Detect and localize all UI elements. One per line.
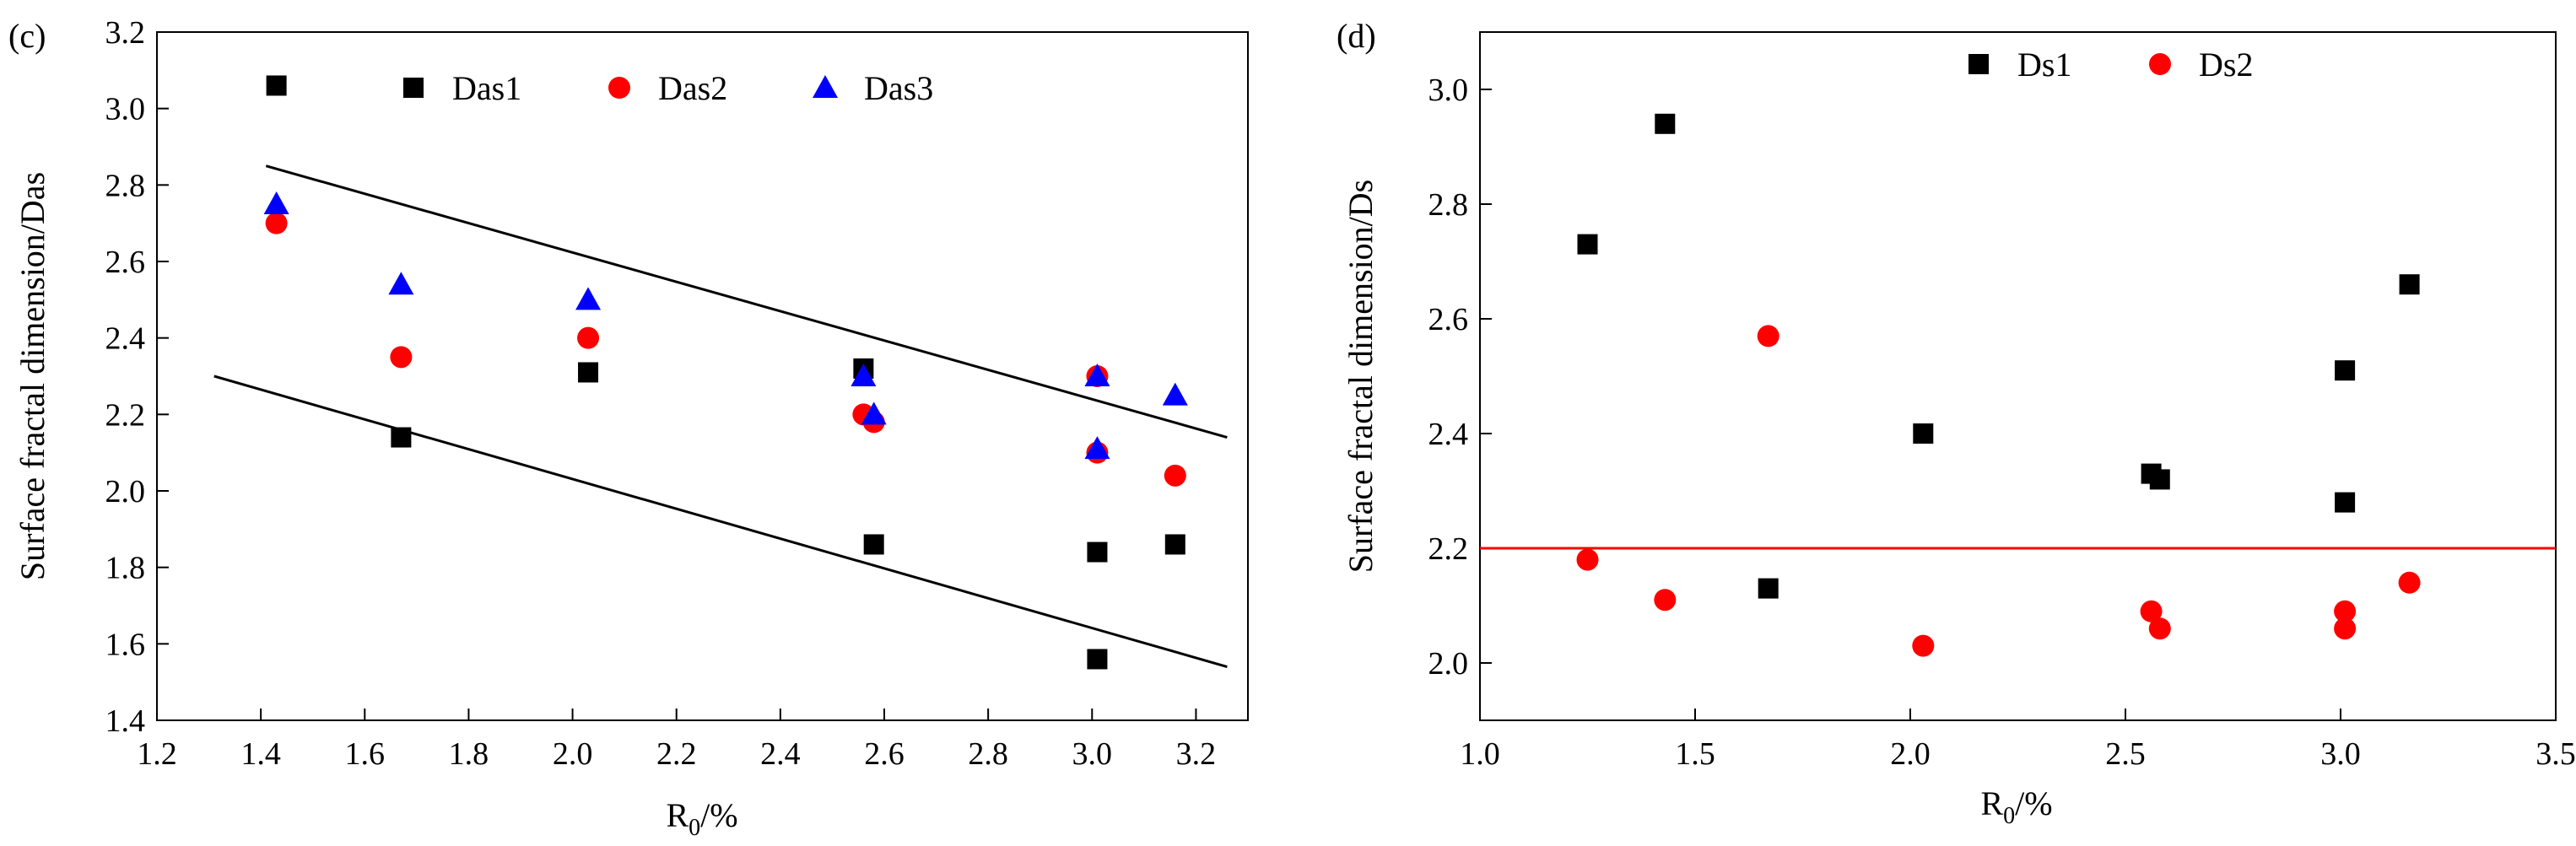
y-tick-label: 2.6 <box>105 245 146 280</box>
x-tick-label: 2.0 <box>553 736 593 772</box>
x-tick-label: 1.0 <box>1460 736 1500 772</box>
ds1-point <box>2335 360 2356 381</box>
ds1-point <box>1913 423 1934 444</box>
x-tick-label: 1.2 <box>137 736 177 772</box>
das1-point <box>1087 542 1108 563</box>
y-tick-label: 2.8 <box>105 168 146 203</box>
x-tick-label: 2.8 <box>968 736 1008 772</box>
das1-point <box>863 534 884 555</box>
y-tick-label: 1.6 <box>105 627 146 662</box>
panel-c-data-points <box>263 75 1188 670</box>
x-tick-label: 3.0 <box>1072 736 1113 772</box>
panel-d: (d) 1.0 1.5 2.0 2.5 3.0 3.5 2.0 2.2 2.4 2.6 2.8 3.0… <box>1337 17 2576 829</box>
ds1-point <box>2335 492 2356 513</box>
das3-point <box>388 272 414 295</box>
y-tick-label: 1.8 <box>105 551 146 586</box>
upper-bound <box>265 164 1228 439</box>
x-tick-label: 2.4 <box>760 736 801 772</box>
x-tick-label: 3.0 <box>2320 736 2361 772</box>
x-tick-label: 3.2 <box>1176 736 1217 772</box>
ds1-point <box>2149 469 2170 490</box>
panel-d-ticks: 1.0 1.5 2.0 2.5 3.0 3.5 2.0 2.2 2.4 2.6 2.8 3.0 <box>1428 73 2576 772</box>
y-tick-label: 2.8 <box>1428 187 1469 223</box>
das3-point <box>861 401 887 425</box>
y-tick-label: 1.4 <box>105 703 146 739</box>
ds2-point <box>2334 617 2357 640</box>
das3-point <box>263 191 289 214</box>
x-tick-label: 3.5 <box>2535 736 2576 772</box>
y-tick-label: 3.0 <box>1428 73 1469 108</box>
panel-c-y-axis-label: Surface fractal dimension/Das <box>14 172 51 580</box>
ds2-point <box>2140 600 2163 622</box>
ds2-point <box>2148 617 2171 640</box>
panel-d-y-axis-label: Surface fractal dimension/Ds <box>1342 180 1380 574</box>
das1-point <box>1164 534 1185 555</box>
das3-legend-label: Das3 <box>864 69 933 107</box>
das2-legend-marker <box>608 77 630 99</box>
panel-c-fit-lines <box>213 164 1228 668</box>
ds2-point <box>2398 571 2421 594</box>
das2-point <box>265 212 288 234</box>
ds1-point <box>1577 234 1598 255</box>
ds2-legend-label: Ds2 <box>2199 46 2253 84</box>
panel-c: (c) 1.2 1.4 1.6 1.8 2.0 2.2 2.4 2.6 2.8 3.0 3.21.4… <box>8 15 1249 841</box>
y-tick-label: 3.0 <box>105 92 146 127</box>
ds2-point <box>1576 548 1599 571</box>
das2-legend-label: Das2 <box>658 69 727 107</box>
y-tick-label: 2.4 <box>105 321 146 357</box>
x-tick-label: 1.6 <box>345 736 386 772</box>
panel-d-data-points <box>1576 113 2421 657</box>
y-tick-label: 2.4 <box>1428 417 1469 452</box>
ds1-legend-marker <box>1968 54 1989 74</box>
das1-point <box>1087 649 1108 670</box>
panel-c-ticks: 1.2 1.4 1.6 1.8 2.0 2.2 2.4 2.6 2.8 3.0 3.21.41.61… <box>105 15 1217 772</box>
x-tick-label: 1.4 <box>240 736 281 772</box>
ds2-point <box>2334 600 2357 622</box>
y-tick-label: 2.2 <box>1428 531 1469 567</box>
das3-point <box>1084 364 1110 386</box>
x-tick-label: 1.5 <box>1675 736 1715 772</box>
x-tick-label: 2.0 <box>1890 736 1931 772</box>
ds1-point <box>1655 113 1676 134</box>
ds1-legend-label: Ds1 <box>2017 46 2071 84</box>
y-tick-label: 2.2 <box>105 397 146 433</box>
y-tick-label: 2.0 <box>1428 646 1469 682</box>
x-tick-label: 1.8 <box>449 736 489 772</box>
das1-legend-label: Das1 <box>452 69 521 107</box>
das3-point <box>851 364 877 386</box>
x-tick-label: 2.6 <box>864 736 905 772</box>
das2-point <box>577 326 600 349</box>
panel-c-plot-frame <box>156 31 1249 721</box>
panel-d-legend: Ds1 Ds2 <box>1968 46 2253 84</box>
x-tick-label: 2.2 <box>656 736 697 772</box>
panel-d-label: (d) <box>1337 17 1376 55</box>
ds2-legend-marker <box>2149 53 2171 75</box>
ds2-point <box>1654 589 1677 612</box>
das2-point <box>390 346 413 369</box>
ds1-point <box>2399 274 2420 295</box>
das1-point <box>578 362 599 383</box>
ds2-point <box>1757 325 1779 348</box>
lower-bound <box>213 375 1228 668</box>
y-tick-label: 3.2 <box>105 15 146 51</box>
panel-d-x-axis-label: R0/% <box>1980 784 2052 829</box>
das3-point <box>1084 436 1110 460</box>
ds2-point <box>1912 634 1935 657</box>
x-tick-label: 2.5 <box>2105 736 2146 772</box>
das3-point <box>1162 382 1188 406</box>
das1-point <box>391 427 412 448</box>
panel-c-x-axis-label: R0/% <box>666 796 737 841</box>
y-tick-label: 2.6 <box>1428 302 1469 337</box>
y-tick-label: 2.0 <box>105 474 146 509</box>
ds1-point <box>1758 578 1779 599</box>
das2-point <box>1164 464 1186 487</box>
das1-legend-marker <box>403 78 424 98</box>
panel-c-label: (c) <box>8 17 46 55</box>
das3-point <box>575 287 602 310</box>
panel-d-plot-frame <box>1479 31 2557 721</box>
panel-c-legend: Das1 Das2 Das3 <box>403 69 933 107</box>
das1-point <box>266 75 287 96</box>
das3-legend-marker <box>813 75 838 98</box>
